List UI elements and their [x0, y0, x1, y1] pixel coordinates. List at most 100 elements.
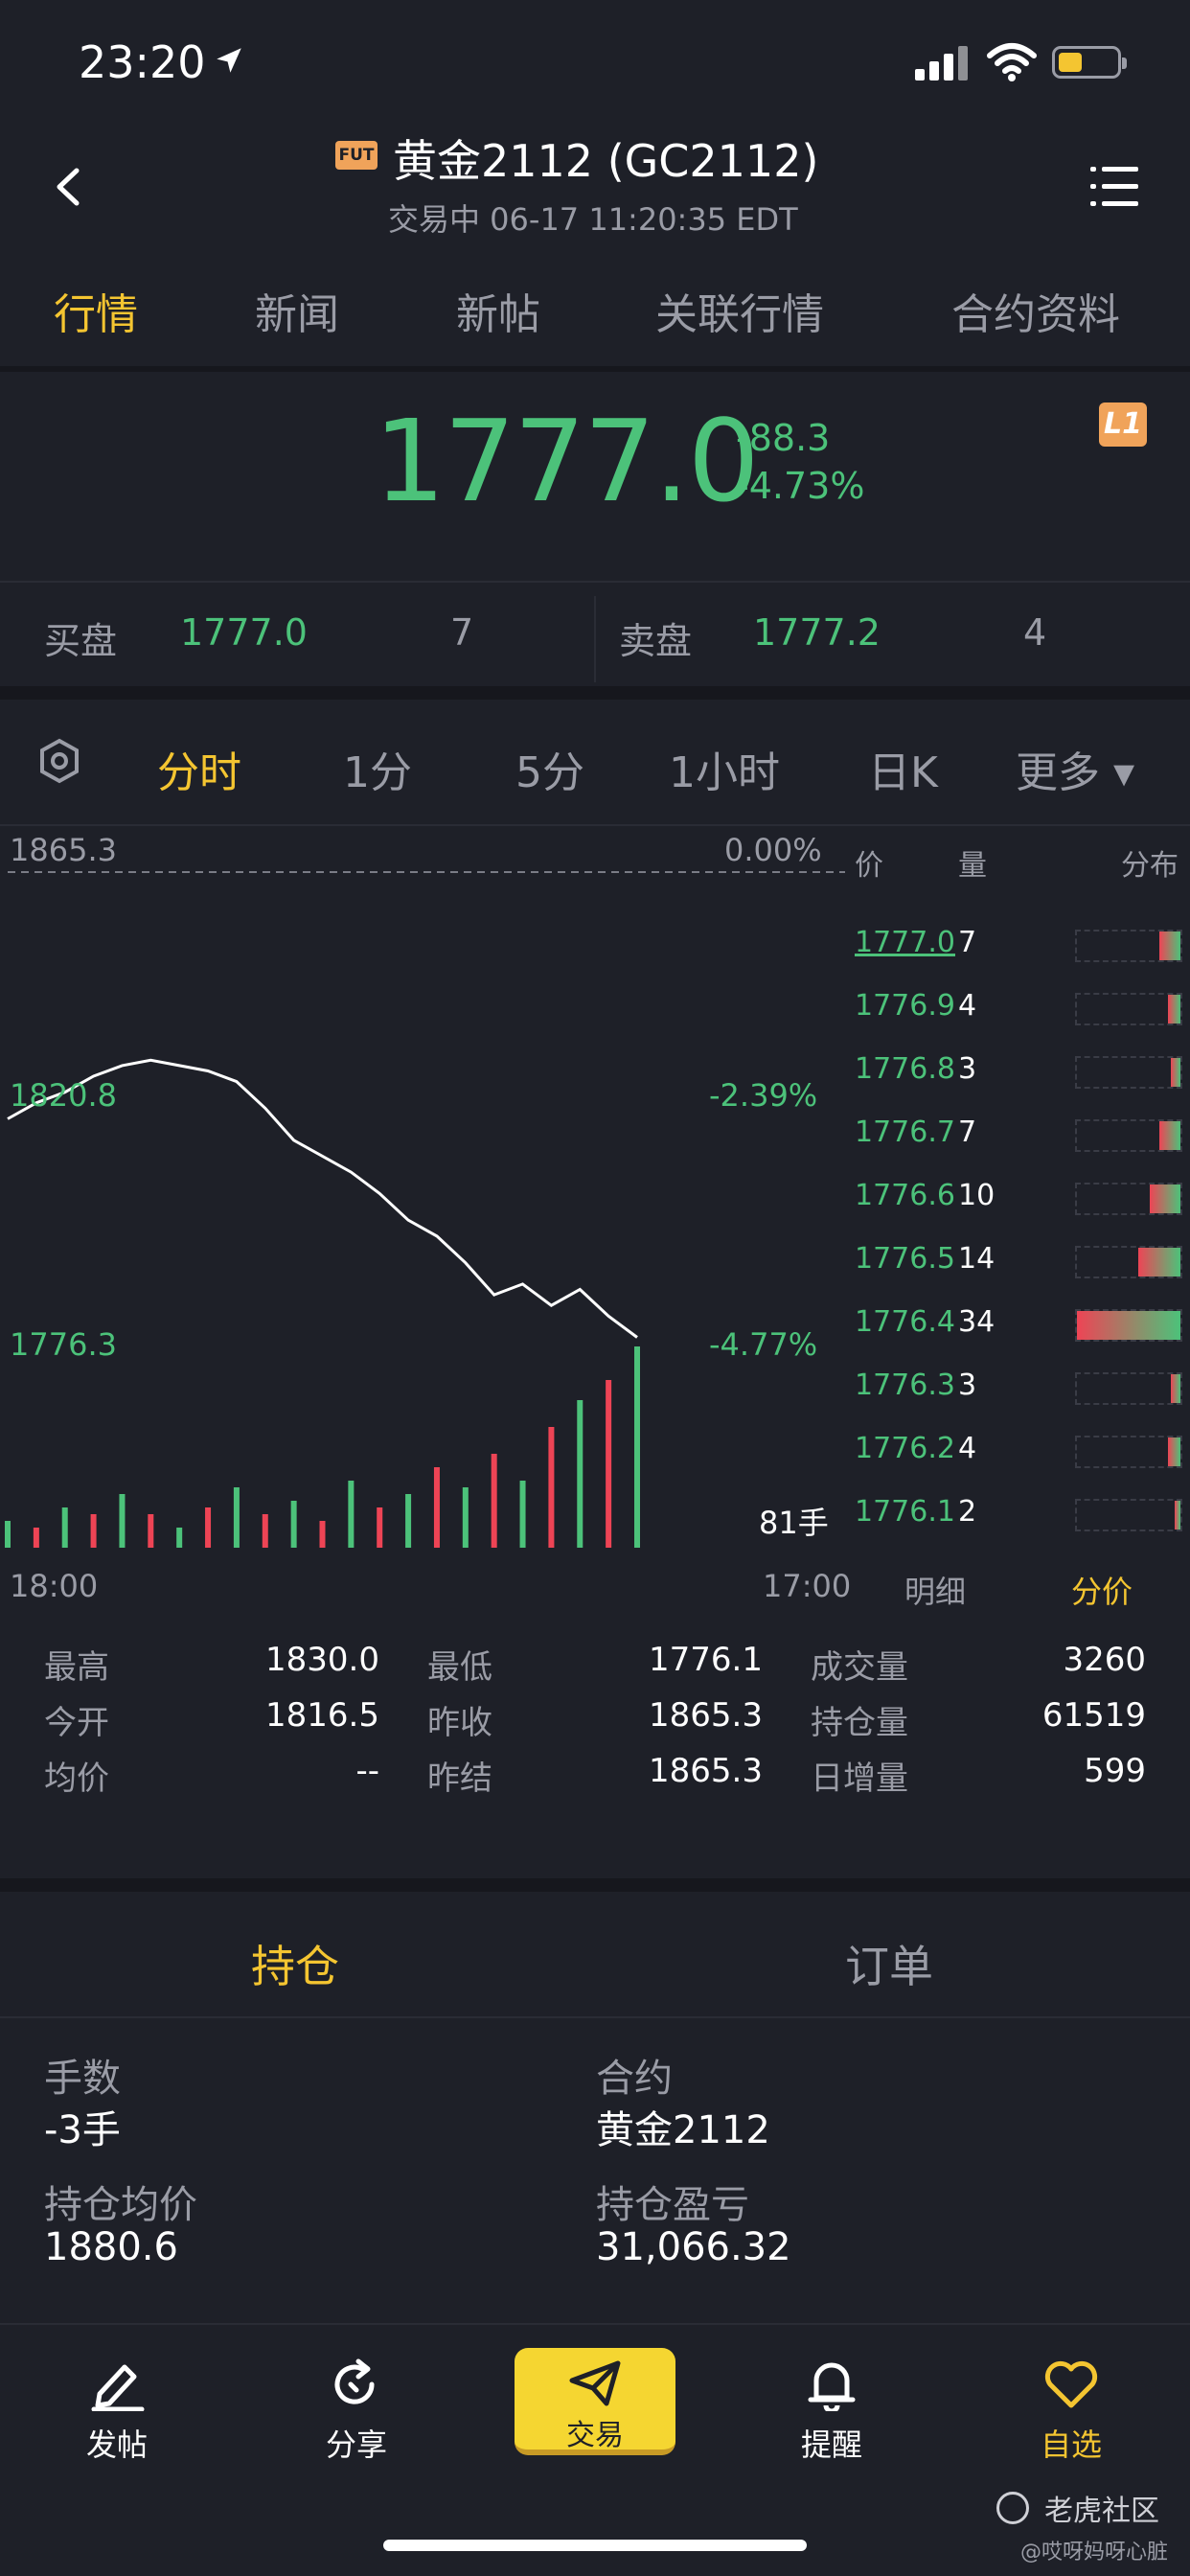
volume-bar — [348, 1481, 355, 1548]
tab-related[interactable]: 关联行情 — [655, 290, 824, 339]
watermark-user: @哎呀妈呀心脏 — [1020, 2541, 1169, 2564]
tab-quote[interactable]: 行情 — [54, 290, 138, 339]
volume-bar — [577, 1400, 584, 1548]
book-row-price: 1776.5 — [855, 1242, 955, 1276]
y-label-mid: 1820.8 — [10, 1077, 117, 1114]
range-tab-5min[interactable]: 5分 — [515, 748, 584, 797]
range-tab-1hour[interactable]: 1小时 — [669, 748, 780, 797]
bell-icon — [808, 2362, 856, 2414]
range-tab-intraday[interactable]: 分时 — [157, 748, 241, 797]
book-row-price: 1776.2 — [855, 1432, 955, 1465]
book-header-price: 价 — [855, 849, 883, 883]
stat-label: 最高 — [44, 1648, 109, 1687]
stat-value: 1865.3 — [649, 1696, 763, 1735]
book-row-qty: 3 — [958, 1368, 977, 1402]
ask-qty: 4 — [1023, 611, 1047, 654]
nav-alert[interactable]: 提醒 — [774, 2358, 889, 2465]
pnl-label: 持仓盈亏 — [596, 2183, 749, 2227]
book-row-qty: 7 — [958, 1116, 977, 1149]
stat-value: 3260 — [1063, 1641, 1146, 1679]
stat-value: 1865.3 — [649, 1752, 763, 1790]
volume-bar — [61, 1507, 68, 1548]
menu-list-icon[interactable] — [1090, 165, 1138, 209]
nav-watchlist[interactable]: 自选 — [1014, 2358, 1129, 2465]
volume-bar — [5, 1521, 11, 1548]
book-row-distribution-bar — [1077, 1311, 1180, 1340]
y-label-top: 1865.3 — [10, 832, 117, 868]
heart-icon — [1044, 2360, 1098, 2408]
volume-bar — [319, 1521, 326, 1548]
volume-bar — [262, 1514, 268, 1548]
book-row-price: 1776.1 — [855, 1495, 955, 1529]
send-plane-icon — [569, 2360, 621, 2406]
chart-top-border — [0, 824, 1190, 826]
book-row-price: 1776.8 — [855, 1052, 955, 1086]
stat-label: 今开 — [44, 1704, 109, 1742]
price-line — [7, 1058, 638, 1339]
book-row-distribution — [1075, 1056, 1182, 1089]
book-row-distribution — [1075, 1309, 1182, 1342]
stat-value: 1816.5 — [265, 1696, 379, 1735]
trading-status: 交易中 06-17 11:20:35 EDT — [388, 201, 798, 238]
watermark-brand: 老虎社区 — [1044, 2495, 1159, 2528]
pct-label-mid: -2.39% — [709, 1077, 818, 1114]
volume-bar — [433, 1467, 440, 1548]
trade-button[interactable]: 交易 — [515, 2348, 675, 2455]
book-row-qty: 4 — [958, 1432, 977, 1465]
intraday-chart[interactable] — [0, 824, 853, 1591]
book-row-distribution — [1075, 1246, 1182, 1278]
level1-badge[interactable]: L1 — [1099, 402, 1147, 447]
battery-icon — [1052, 46, 1127, 79]
last-price: 1777.0 — [374, 395, 760, 527]
tab-posts[interactable]: 新帖 — [456, 290, 540, 339]
bid-qty: 7 — [450, 611, 474, 654]
tab-news[interactable]: 新闻 — [255, 290, 339, 339]
stat-label: 日增量 — [811, 1760, 908, 1798]
stat-value: 599 — [1084, 1752, 1146, 1790]
volume-bar — [148, 1514, 154, 1548]
stat-label: 均价 — [44, 1760, 109, 1798]
range-tab-daily[interactable]: 日K — [868, 748, 938, 797]
x-label-start: 18:00 — [10, 1568, 99, 1604]
volume-bar — [377, 1507, 383, 1548]
tab-contract-info[interactable]: 合约资料 — [951, 290, 1120, 339]
chart-settings-icon[interactable] — [36, 738, 82, 784]
range-tab-more[interactable]: 更多 ▾ — [1016, 748, 1135, 797]
range-tab-1min[interactable]: 1分 — [343, 748, 412, 797]
pct-label-bottom: -4.77% — [709, 1326, 818, 1363]
pnl-value: 31,066.32 — [596, 2225, 791, 2269]
book-row-distribution — [1075, 1183, 1182, 1215]
bid-price: 1777.0 — [180, 611, 308, 654]
bid-label: 买盘 — [44, 620, 118, 662]
avg-price-label: 持仓均价 — [44, 2183, 197, 2227]
stat-value: -- — [355, 1752, 379, 1790]
nav-share-label: 分享 — [325, 2426, 387, 2463]
tab-orders[interactable]: 订单 — [845, 1941, 933, 1992]
nav-share[interactable]: 分享 — [299, 2358, 414, 2465]
book-row-price: 1776.4 — [855, 1305, 955, 1339]
book-row-distribution — [1075, 1499, 1182, 1531]
share-refresh-icon — [334, 2358, 375, 2404]
volume-bar — [634, 1346, 640, 1548]
volume-bar — [290, 1501, 297, 1548]
tab-holdings[interactable]: 持仓 — [251, 1941, 339, 1992]
book-tab-detail[interactable]: 明细 — [904, 1574, 967, 1610]
volume-bar — [405, 1494, 412, 1548]
contract-value: 黄金2112 — [596, 2108, 770, 2152]
price-change-percent: -4.73% — [736, 465, 865, 507]
home-indicator[interactable] — [383, 2540, 807, 2551]
back-chevron-icon[interactable] — [46, 163, 94, 211]
book-tab-price[interactable]: 分价 — [1071, 1574, 1133, 1610]
book-row-distribution — [1075, 1119, 1182, 1152]
nav-alert-label: 提醒 — [800, 2426, 862, 2463]
book-header-dist: 分布 — [1121, 849, 1179, 883]
stat-label: 最低 — [427, 1648, 492, 1687]
book-row-distribution-bar — [1158, 932, 1180, 960]
bid-ask-row — [0, 581, 1190, 686]
x-label-end: 17:00 — [763, 1568, 852, 1604]
volume-bar — [233, 1487, 240, 1548]
qty-value: -3手 — [44, 2108, 121, 2152]
nav-post[interactable]: 发帖 — [59, 2358, 174, 2465]
book-row-qty: 2 — [958, 1495, 977, 1529]
book-row-distribution — [1075, 1372, 1182, 1405]
